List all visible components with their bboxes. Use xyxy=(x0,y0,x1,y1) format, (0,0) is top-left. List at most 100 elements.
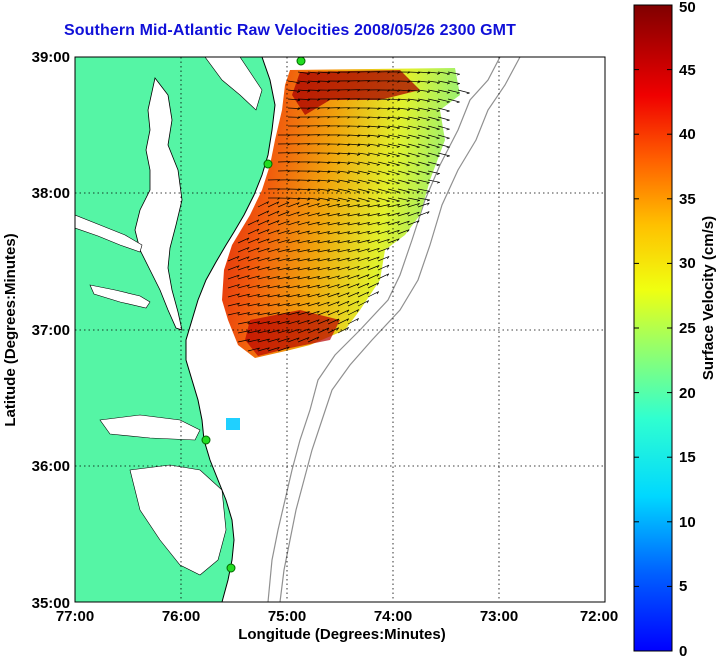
current-arrow xyxy=(407,197,420,201)
current-arrow-head xyxy=(357,204,360,207)
current-arrow-head xyxy=(257,256,260,260)
current-arrow-head xyxy=(306,73,311,76)
current-arrow xyxy=(367,282,379,289)
current-arrow xyxy=(377,273,389,280)
rappahannock-river xyxy=(89,284,151,309)
current-arrow xyxy=(237,339,250,343)
current-arrow xyxy=(267,338,280,343)
current-arrow-head xyxy=(326,319,330,322)
current-arrow-head xyxy=(376,154,380,157)
current-arrow xyxy=(257,347,270,352)
current-arrow-head xyxy=(337,266,340,270)
current-arrow-head xyxy=(337,249,340,252)
current-arrow xyxy=(277,303,290,307)
current-arrow-head xyxy=(327,301,330,305)
current-arrow xyxy=(227,284,240,289)
current-arrow xyxy=(377,107,391,110)
current-arrow xyxy=(427,116,440,121)
current-arrow-head xyxy=(267,275,270,279)
current-arrow-head xyxy=(336,200,340,202)
current-arrow xyxy=(427,71,440,74)
current-arrow xyxy=(317,161,331,163)
current-arrow xyxy=(367,256,380,262)
current-arrow xyxy=(437,125,450,130)
current-arrow-head xyxy=(377,126,381,129)
current-arrow xyxy=(267,220,280,226)
current-arrow xyxy=(357,125,371,127)
current-arrow-head xyxy=(426,173,430,176)
current-arrow xyxy=(287,220,300,226)
current-arrow-head xyxy=(307,180,311,183)
current-arrow xyxy=(357,291,369,298)
current-arrow xyxy=(387,98,401,101)
current-arrow-head xyxy=(257,247,260,251)
current-arrow-head xyxy=(416,100,421,103)
current-arrow xyxy=(387,161,400,166)
current-arrow xyxy=(367,230,380,235)
current-arrow xyxy=(417,116,430,121)
current-arrow xyxy=(287,276,300,280)
current-arrow xyxy=(277,311,290,316)
current-arrow-head xyxy=(396,200,400,203)
current-arrow-head xyxy=(367,239,370,243)
current-arrow xyxy=(267,248,280,253)
current-arrow-head xyxy=(336,318,340,322)
current-arrow-head xyxy=(396,127,400,130)
current-arrow-head xyxy=(317,171,321,174)
current-arrow xyxy=(237,303,250,307)
current-arrow-head xyxy=(426,137,430,140)
current-arrow-head xyxy=(337,222,340,225)
current-arrow-head xyxy=(377,213,380,216)
current-arrow xyxy=(297,202,310,208)
current-arrow xyxy=(387,143,400,147)
current-arrow-head xyxy=(357,222,361,225)
current-arrow-head xyxy=(367,265,370,269)
current-arrow xyxy=(337,283,350,289)
current-arrow-head xyxy=(376,273,380,277)
current-arrow xyxy=(407,80,421,83)
current-arrow xyxy=(347,222,360,226)
current-arrow xyxy=(267,201,279,208)
current-arrow xyxy=(367,291,379,298)
current-arrow-head xyxy=(426,155,430,158)
current-arrow xyxy=(287,337,300,343)
current-arrow-head xyxy=(397,229,400,233)
current-arrow xyxy=(297,285,310,289)
current-arrow-head xyxy=(237,274,240,278)
current-arrow-head xyxy=(247,256,250,260)
current-arrow-head xyxy=(396,164,400,167)
current-arrow xyxy=(397,229,410,235)
current-arrow-head xyxy=(277,285,281,288)
current-arrow-head xyxy=(297,328,300,332)
current-arrow-head xyxy=(416,155,420,158)
current-arrow-head xyxy=(446,101,450,103)
colorbar-tick-label: 45 xyxy=(679,62,696,79)
current-arrow-head xyxy=(307,293,310,297)
current-arrow xyxy=(307,302,320,307)
current-arrow xyxy=(417,188,430,192)
current-arrow xyxy=(387,116,400,119)
albemarle-sound xyxy=(99,414,201,441)
current-arrow-head xyxy=(426,91,431,94)
current-arrow-head xyxy=(367,126,371,129)
current-arrow xyxy=(297,80,310,83)
current-arrow xyxy=(377,256,390,262)
current-arrow xyxy=(387,203,400,208)
current-arrow-head xyxy=(267,266,270,270)
current-arrow-head xyxy=(427,211,430,215)
current-arrow-head xyxy=(366,182,370,184)
current-arrow-head xyxy=(297,258,300,261)
current-arrow xyxy=(267,320,280,325)
current-arrow-head xyxy=(347,266,350,270)
y-tick-label: 39:00 xyxy=(32,49,70,66)
current-arrow-head xyxy=(317,81,321,84)
current-arrow-head xyxy=(307,249,310,252)
current-arrow-head xyxy=(386,173,390,176)
current-arrow-head xyxy=(287,257,290,261)
current-arrow xyxy=(427,161,440,166)
current-arrow xyxy=(257,247,270,253)
current-arrow xyxy=(277,337,290,343)
current-arrow-head xyxy=(287,320,290,324)
current-arrow xyxy=(427,107,440,112)
current-arrow-head xyxy=(356,191,360,193)
